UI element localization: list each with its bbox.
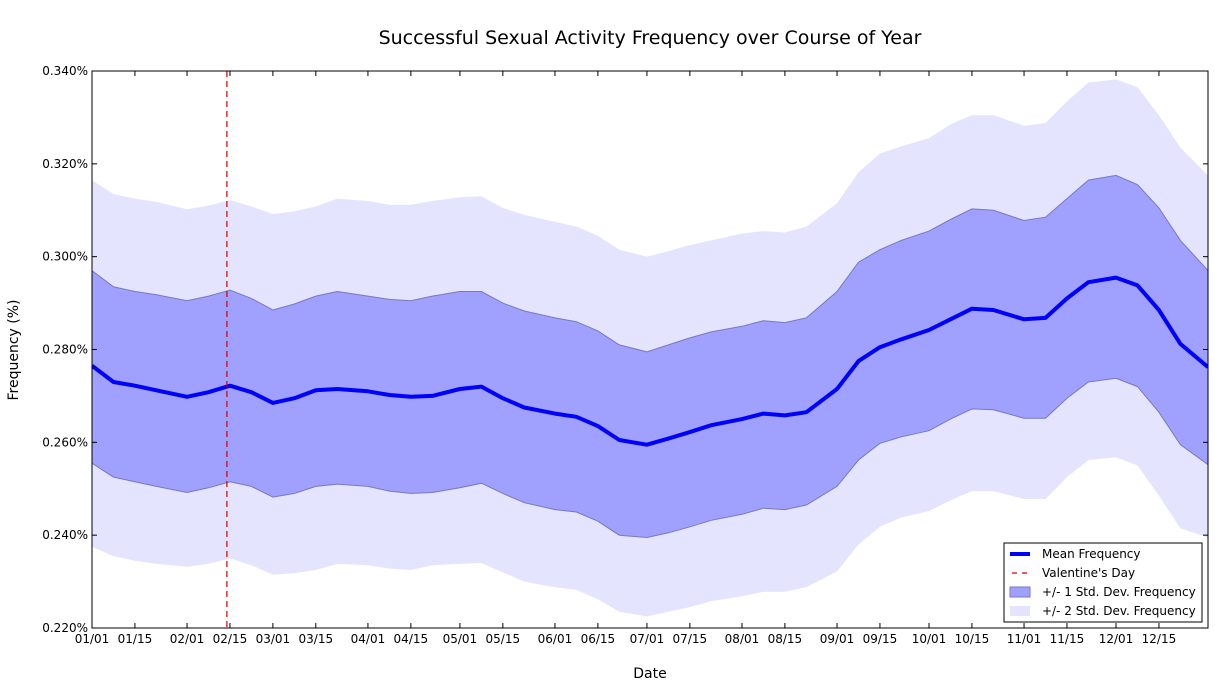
- y-tick-label: 0.220%: [42, 621, 88, 635]
- y-tick-label: 0.320%: [42, 157, 88, 171]
- y-axis-title: Frequency (%): [6, 299, 22, 400]
- x-axis-title: Date: [633, 666, 666, 682]
- x-tick-label: 03/15: [299, 632, 334, 646]
- x-tick-label: 02/01: [170, 632, 205, 646]
- x-tick-label: 03/01: [256, 632, 291, 646]
- y-tick-label: 0.260%: [42, 435, 88, 449]
- x-tick-label: 05/01: [443, 632, 478, 646]
- legend-label: Mean Frequency: [1042, 547, 1141, 561]
- y-tick-label: 0.340%: [42, 64, 88, 78]
- x-tick-label: 12/15: [1142, 632, 1177, 646]
- legend-label: Valentine's Day: [1042, 566, 1135, 580]
- x-tick-label: 09/15: [863, 632, 898, 646]
- x-tick-label: 07/15: [673, 632, 708, 646]
- x-tick-label: 02/15: [213, 632, 248, 646]
- x-tick-label: 08/01: [725, 632, 760, 646]
- x-tick-label: 09/01: [820, 632, 855, 646]
- legend-band1-swatch: [1009, 586, 1031, 598]
- x-tick-label: 06/15: [581, 632, 616, 646]
- x-tick-label: 12/01: [1099, 632, 1134, 646]
- x-tick-label: 05/15: [486, 632, 521, 646]
- x-tick-label: 11/01: [1007, 632, 1042, 646]
- axes: 0.220% 0.240% 0.260% 0.280% 0.300% 0.320% 0.34…: [42, 64, 1209, 646]
- x-tick-label: 06/01: [538, 632, 573, 646]
- x-tick-label: 10/15: [955, 632, 990, 646]
- legend-band2-swatch: [1010, 606, 1030, 616]
- band-1-std-dev: [92, 174, 1208, 539]
- x-tick-label: 01/01: [75, 632, 110, 646]
- legend-label: +/- 1 Std. Dev. Frequency: [1042, 585, 1196, 599]
- x-tick-label: 01/15: [118, 632, 153, 646]
- x-tick-label: 08/15: [768, 632, 803, 646]
- x-tick-label: 11/15: [1050, 632, 1085, 646]
- legend-label: +/- 2 Std. Dev. Frequency: [1042, 604, 1196, 618]
- y-tick-label: 0.240%: [42, 528, 88, 542]
- legend-box: [1003, 542, 1203, 623]
- chart-title: Successful Sexual Activity Frequency ove…: [379, 27, 922, 49]
- mean-frequency-line: [92, 275, 1208, 447]
- x-tick-label: 04/01: [351, 632, 386, 646]
- y-tick-label: 0.300%: [42, 250, 88, 264]
- x-tick-label: 10/01: [912, 632, 947, 646]
- legend: Mean Frequency Valentine's Day +/- 1 Std. …: [1003, 542, 1203, 623]
- x-tick-label: 07/01: [630, 632, 665, 646]
- plot-area: [92, 71, 1208, 628]
- x-tick-label: 04/15: [394, 632, 429, 646]
- y-tick-label: 0.280%: [42, 343, 88, 357]
